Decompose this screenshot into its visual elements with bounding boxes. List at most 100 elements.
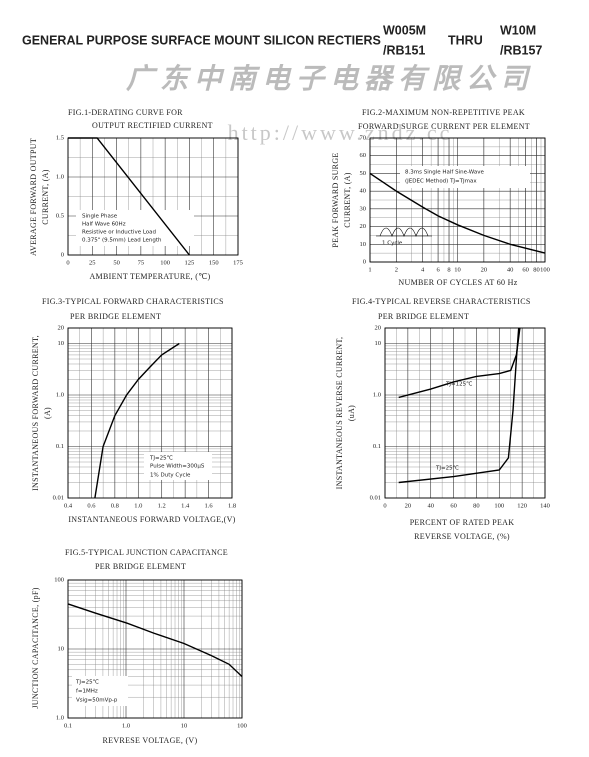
chart-title: OUTPUT RECTIFIED CURRENT xyxy=(92,121,213,130)
x-tick-label: 75 xyxy=(138,259,145,266)
plot-frame xyxy=(67,327,233,499)
x-tick-label: 50 xyxy=(113,259,120,266)
y-axis-label: INSTANTANEOUS FORWARD CURRENT, xyxy=(31,335,40,491)
y-tick-label: 40 xyxy=(360,188,367,195)
y-tick-label: 0.01 xyxy=(53,494,64,501)
y-tick-label: 10 xyxy=(360,241,367,248)
y-tick-label: 10 xyxy=(375,340,382,347)
x-tick-label: 40 xyxy=(427,502,434,509)
x-tick-label: 100 xyxy=(237,722,247,729)
x-tick-label: 0.8 xyxy=(111,502,119,509)
annotation: (JEDEC Method) TJ=TJmax xyxy=(405,179,477,185)
annotation: 1 Cycle xyxy=(382,241,403,247)
annotation: Vsig=50mVp-p xyxy=(76,698,118,704)
part-number: W10M xyxy=(500,23,536,37)
x-tick-label: 0.6 xyxy=(87,502,96,509)
x-tick-label: 100 xyxy=(540,266,550,273)
annotation-box xyxy=(72,676,128,706)
y-tick-label: 0.1 xyxy=(56,443,64,450)
x-tick-label: 2 xyxy=(395,266,398,273)
x-tick-label: 25 xyxy=(89,259,96,266)
x-tick-label: 10 xyxy=(181,722,188,729)
y-tick-label: 10 xyxy=(58,340,65,347)
chart: 0.4 0.6 0.8 1.0 1.2 1.4 1.6 1.8 0.01 0.1 1.0 10 20 FI… xyxy=(31,297,236,524)
x-tick-label: 1 xyxy=(368,266,371,273)
y-axis-label: (uA) xyxy=(347,405,356,421)
x-tick-label: 0.1 xyxy=(64,722,72,729)
x-tick-label: 100 xyxy=(160,259,170,266)
y-tick-label: 0.1 xyxy=(373,443,381,450)
x-tick-label: 1.0 xyxy=(122,722,130,729)
y-tick-label: 0.5 xyxy=(56,212,64,219)
y-tick-label: 0.01 xyxy=(370,494,381,501)
y-tick-label: 1.0 xyxy=(56,173,64,180)
chart: 1 2 4 6 8 10 20 40 60 80 100 0 10 20 30 40 50 60 70 FIG.2-M… xyxy=(331,108,550,287)
y-tick-label: 1.0 xyxy=(56,391,64,398)
y-tick-label: 1.0 xyxy=(373,391,381,398)
annotation-box xyxy=(144,452,212,480)
data-line xyxy=(398,327,521,399)
y-tick-label: 1.0 xyxy=(56,714,64,721)
annotation: 1% Duty Cycle xyxy=(150,473,191,479)
annotation: Resistive or Inductive Load xyxy=(82,230,156,236)
part-number: /RB151 xyxy=(383,43,425,57)
x-tick-label: 6 xyxy=(436,266,440,273)
y-tick-label: 1.5 xyxy=(56,134,64,141)
y-tick-label: 70 xyxy=(360,134,367,141)
x-tick-label: 0.4 xyxy=(64,502,73,509)
x-tick-label: 20 xyxy=(405,502,412,509)
page-title: GENERAL PURPOSE SURFACE MOUNT SILICON RE… xyxy=(22,33,381,47)
data-line xyxy=(369,172,546,254)
x-tick-label: 1.2 xyxy=(158,502,166,509)
chart-title: FIG.3-TYPICAL FORWARD CHARACTERISTICS xyxy=(42,297,224,306)
y-tick-label: 20 xyxy=(375,324,382,331)
y-tick-label: 50 xyxy=(360,170,367,177)
x-tick-label: 4 xyxy=(421,266,425,273)
x-axis-label: REVRESE VOLTAGE, (V) xyxy=(103,736,198,745)
y-tick-label: 60 xyxy=(360,152,367,159)
annotation: Half Wave 60Hz xyxy=(82,222,126,228)
annotation: f=1MHz xyxy=(76,689,98,695)
x-tick-label: 80 xyxy=(533,266,540,273)
x-tick-label: 60 xyxy=(522,266,529,273)
part-number: /RB157 xyxy=(500,43,542,57)
annotation: 8.3ms Single Half Sine-Wave xyxy=(405,170,484,176)
x-axis-label: REVERSE VOLTAGE, (%) xyxy=(414,532,510,541)
y-tick-label: 0 xyxy=(61,251,64,258)
plot-frame xyxy=(369,137,546,263)
x-axis-label: AMBIENT TEMPERATURE, (℃) xyxy=(89,272,210,281)
x-tick-label: 8 xyxy=(447,266,450,273)
x-tick-label: 1.8 xyxy=(228,502,236,509)
y-axis-label: AVERAGE FORWARD OUTPUT xyxy=(29,138,38,256)
chart-title: FIG.1-DERATING CURVE FOR xyxy=(68,108,183,117)
x-tick-label: 60 xyxy=(450,502,457,509)
x-tick-label: 80 xyxy=(473,502,480,509)
x-axis-label: PERCENT OF RATED PEAK xyxy=(410,518,515,527)
x-axis-label: INSTANTANEOUS FORWARD VOLTAGE,(V) xyxy=(68,515,235,524)
y-tick-label: 100 xyxy=(54,576,64,583)
sine-wave-icon xyxy=(379,227,429,237)
x-axis-label: NUMBER OF CYCLES AT 60 Hz xyxy=(398,278,517,287)
x-tick-label: 140 xyxy=(540,502,550,509)
plot-frame xyxy=(67,137,239,256)
annotation: 0.375" (9.5mm) Lead Length xyxy=(82,238,162,244)
data-line xyxy=(67,603,243,678)
x-tick-label: 175 xyxy=(233,259,243,266)
y-axis-label: CURRENT, (A) xyxy=(343,172,352,227)
watermark: http://www.zndz.cc xyxy=(228,120,453,145)
annotation: Single Phase xyxy=(82,214,118,220)
x-tick-label: 20 xyxy=(481,266,488,273)
y-tick-label: 20 xyxy=(360,223,367,230)
data-line xyxy=(94,342,180,499)
chart-title: FIG.4-TYPICAL REVERSE CHARACTERISTICS xyxy=(352,297,531,306)
chart: 0 25 50 75 100 125 150 175 0 0.5 1.0 1.5 FIG.1-DERAT… xyxy=(29,108,243,281)
series-label: TJ=125℃ xyxy=(445,381,472,388)
y-axis-label: JUNCTION CAPACITANCE, (pF) xyxy=(31,587,40,708)
x-tick-label: 0 xyxy=(66,259,69,266)
chart-title: PER BRIDGE ELEMENT xyxy=(70,312,161,321)
y-tick-label: 20 xyxy=(58,324,65,331)
series-label: TJ=25℃ xyxy=(435,465,459,472)
y-tick-label: 0 xyxy=(363,258,366,265)
annotation: TJ=25℃ xyxy=(149,455,173,462)
